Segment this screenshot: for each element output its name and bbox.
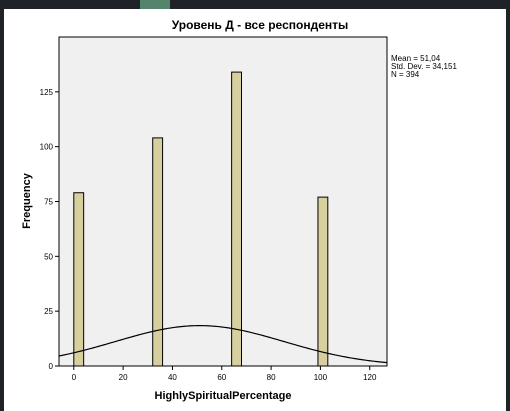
stats-mean: Mean = 51,04 xyxy=(391,54,441,63)
x-tick-label: 100 xyxy=(314,373,328,382)
histogram-bar xyxy=(317,196,329,367)
x-axis-label: HighlySpiritualPercentage xyxy=(155,390,292,402)
x-tick-label: 0 xyxy=(72,373,77,382)
y-axis-label: Frequency xyxy=(21,172,33,229)
stats-n: N = 394 xyxy=(391,70,420,79)
x-tick-label: 60 xyxy=(217,373,226,382)
histogram-bar xyxy=(152,137,164,367)
histogram-bar xyxy=(73,192,85,367)
y-tick-label: 75 xyxy=(44,198,53,207)
top-accent-mark xyxy=(140,0,170,9)
x-tick-label: 20 xyxy=(119,373,128,382)
y-tick-label: 0 xyxy=(49,362,54,371)
stats-std-dev: Std. Dev. = 34,151 xyxy=(391,62,457,71)
x-tick-label: 40 xyxy=(168,373,177,382)
y-tick-label: 50 xyxy=(44,252,53,261)
stats-box: Mean = 51,04 Std. Dev. = 34,151 N = 394 xyxy=(391,55,457,79)
histogram-bar xyxy=(231,71,242,367)
x-tick-label: 120 xyxy=(363,373,377,382)
normal-curve xyxy=(58,325,388,364)
y-tick-label: 125 xyxy=(40,88,54,97)
y-tick-label: 25 xyxy=(44,307,53,316)
y-tick-label: 100 xyxy=(40,143,54,152)
plot-area xyxy=(58,36,388,367)
x-tick-label: 80 xyxy=(267,373,276,382)
chart-title: Уровень Д - все респонденты xyxy=(172,18,349,32)
